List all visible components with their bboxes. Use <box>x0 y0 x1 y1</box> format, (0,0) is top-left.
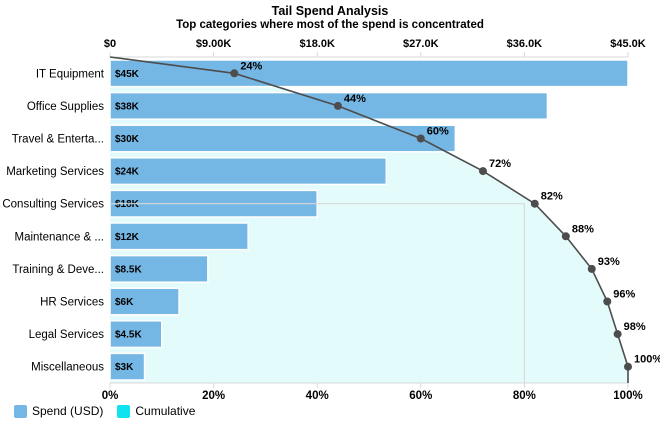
cumulative-point[interactable] <box>416 134 425 143</box>
cumulative-point[interactable] <box>613 330 622 339</box>
spend-bar[interactable] <box>109 352 146 381</box>
bar-value-label: $3K <box>115 362 134 373</box>
category-label: Miscellaneous <box>31 362 104 374</box>
bar-value-label: $18K <box>115 199 140 210</box>
chart-subtitle: Top categories where most of the spend i… <box>176 19 484 31</box>
cumulative-point[interactable] <box>587 264 596 273</box>
cumulative-point-label: 100% <box>634 354 660 366</box>
category-label: Legal Services <box>29 329 105 341</box>
bottom-axis-tick-label: 100% <box>613 390 642 402</box>
cumulative-point[interactable] <box>230 69 239 78</box>
cumulative-point[interactable] <box>478 167 487 176</box>
cumulative-line <box>109 56 629 383</box>
cumulative-point-label: 60% <box>427 126 449 138</box>
legend: Spend (USD) Cumulative <box>14 404 195 418</box>
cumulative-point-label: 44% <box>344 93 366 105</box>
category-label: IT Equipment <box>36 68 105 80</box>
chart-title: Tail Spend Analysis <box>271 4 389 18</box>
top-axis-tick-label: $36.0K <box>507 38 543 50</box>
bar-value-label: $12K <box>115 232 140 243</box>
category-label: Consulting Services <box>2 199 104 211</box>
cumulative-point-label: 98% <box>624 321 646 333</box>
cumulative-point-label: 24% <box>240 60 262 72</box>
spend-bar[interactable] <box>109 157 388 186</box>
cumulative-point-label: 72% <box>489 158 511 170</box>
cumulative-point[interactable] <box>603 297 612 306</box>
category-label: Maintenance & ... <box>15 231 105 243</box>
cumulative-point-label: 88% <box>572 223 594 235</box>
legend-swatch <box>14 404 27 418</box>
legend-swatch <box>117 404 131 418</box>
cumulative-point-label: 96% <box>613 289 635 301</box>
cumulative-point[interactable] <box>624 362 632 371</box>
legend-label: Spend (USD) <box>32 404 104 418</box>
legend-label: Cumulative <box>135 404 196 418</box>
spend-bar[interactable] <box>109 254 209 283</box>
cumulative-point-label: 82% <box>541 191 563 203</box>
spend-bar[interactable] <box>109 124 457 153</box>
category-label: Travel & Enterta... <box>12 134 104 146</box>
bar-value-label: $38K <box>115 101 140 112</box>
spend-bar[interactable] <box>109 320 163 349</box>
cumulative-point[interactable] <box>530 199 539 208</box>
top-axis-tick-label: $27.0K <box>403 38 439 50</box>
category-label: Office Supplies <box>27 101 104 113</box>
spend-bar[interactable] <box>109 222 249 251</box>
cumulative-point[interactable] <box>333 101 342 110</box>
bar-value-label: $8.5K <box>115 264 142 275</box>
bottom-axis-tick-label: 20% <box>202 390 225 402</box>
top-axis-tick-label: $45.0K <box>610 38 646 50</box>
bottom-axis-tick-label: 80% <box>513 390 536 402</box>
legend-item-cumulative[interactable]: Cumulative <box>117 404 195 418</box>
top-axis-tick-label: $0 <box>104 38 116 50</box>
spend-bar[interactable] <box>109 91 549 120</box>
bar-value-label: $30K <box>115 134 140 145</box>
legend-item-spend[interactable]: Spend (USD) <box>14 404 103 418</box>
top-axis-tick-label: $18.0K <box>299 38 335 50</box>
cumulative-point[interactable] <box>561 232 570 241</box>
category-label: HR Services <box>40 297 104 309</box>
top-axis-tick-label: $9.00K <box>196 38 232 50</box>
spend-bar[interactable] <box>109 287 180 316</box>
bottom-axis-tick-label: 0% <box>102 390 119 402</box>
bottom-axis-tick-label: 40% <box>306 390 329 402</box>
spend-bar[interactable] <box>109 59 629 88</box>
bottom-axis-tick-label: 60% <box>409 390 432 402</box>
bar-value-label: $6K <box>115 297 134 308</box>
bar-value-label: $4.5K <box>115 330 142 341</box>
category-label: Marketing Services <box>6 166 104 178</box>
bar-value-label: $45K <box>115 69 140 80</box>
cumulative-point-label: 93% <box>598 256 620 268</box>
category-label: Training & Deve... <box>12 264 104 276</box>
bar-value-label: $24K <box>115 167 140 178</box>
